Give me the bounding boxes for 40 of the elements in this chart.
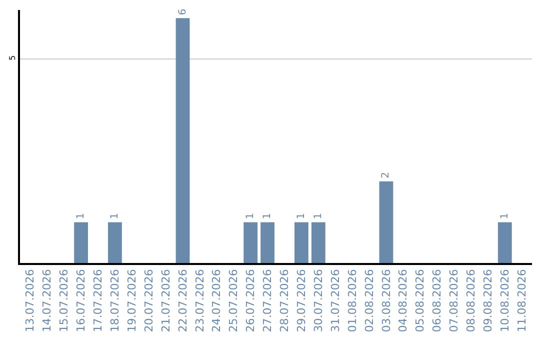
x-tick-label: 04.08.2026 (396, 269, 410, 332)
data-label: 1 (499, 212, 510, 220)
x-tick-label: 02.08.2026 (362, 269, 376, 332)
data-label: 6 (177, 8, 188, 16)
x-tick-label: 24.07.2026 (210, 269, 224, 332)
x-tick-label: 16.07.2026 (74, 269, 88, 332)
data-label: 1 (262, 212, 274, 220)
x-tick-label: 26.07.2026 (244, 269, 258, 332)
x-tick-label: 07.08.2026 (448, 269, 461, 332)
data-label: 1 (76, 212, 87, 220)
x-tick-label: 13.07.2026 (24, 269, 37, 332)
x-tick-label: 19.07.2026 (125, 269, 138, 332)
x-tick-label: 03.08.2026 (380, 269, 393, 332)
x-tick-label: 15.07.2026 (58, 269, 71, 332)
x-tick-label: 06.08.2026 (430, 269, 444, 332)
x-tick-label: 27.07.2026 (261, 269, 274, 332)
x-tick-label: 23.07.2026 (193, 269, 206, 332)
x-tick-label: 31.07.2026 (328, 269, 342, 332)
x-tick-label: 21.07.2026 (159, 269, 172, 332)
x-tick-label: 11.08.2026 (515, 269, 528, 332)
x-tick-label: 08.08.2026 (464, 269, 478, 332)
data-label: 1 (312, 212, 324, 220)
data-label: 2 (380, 172, 392, 178)
y-tick-label: 5 (8, 55, 18, 60)
data-label: 1 (296, 212, 307, 220)
x-tick-label: 14.07.2026 (40, 269, 54, 332)
x-tick-label: 28.07.2026 (278, 269, 292, 332)
x-tick-label: 09.08.2026 (481, 269, 494, 332)
x-tick-label: 10.08.2026 (498, 269, 512, 332)
data-label: 1 (245, 212, 256, 220)
x-tick-label: 01.08.2026 (346, 269, 359, 332)
x-tick-label: 22.07.2026 (176, 269, 190, 332)
x-tick-label: 29.07.2026 (295, 269, 308, 332)
data-label: 1 (109, 212, 120, 220)
x-tick-label: 20.07.2026 (142, 269, 156, 332)
x-tick-label: 18.07.2026 (108, 269, 122, 332)
x-tick-label: 05.08.2026 (414, 269, 427, 332)
x-tick-label: 25.07.2026 (227, 269, 240, 332)
x-tick-label: 17.07.2026 (92, 269, 105, 332)
x-tick-label: 30.07.2026 (312, 269, 325, 332)
